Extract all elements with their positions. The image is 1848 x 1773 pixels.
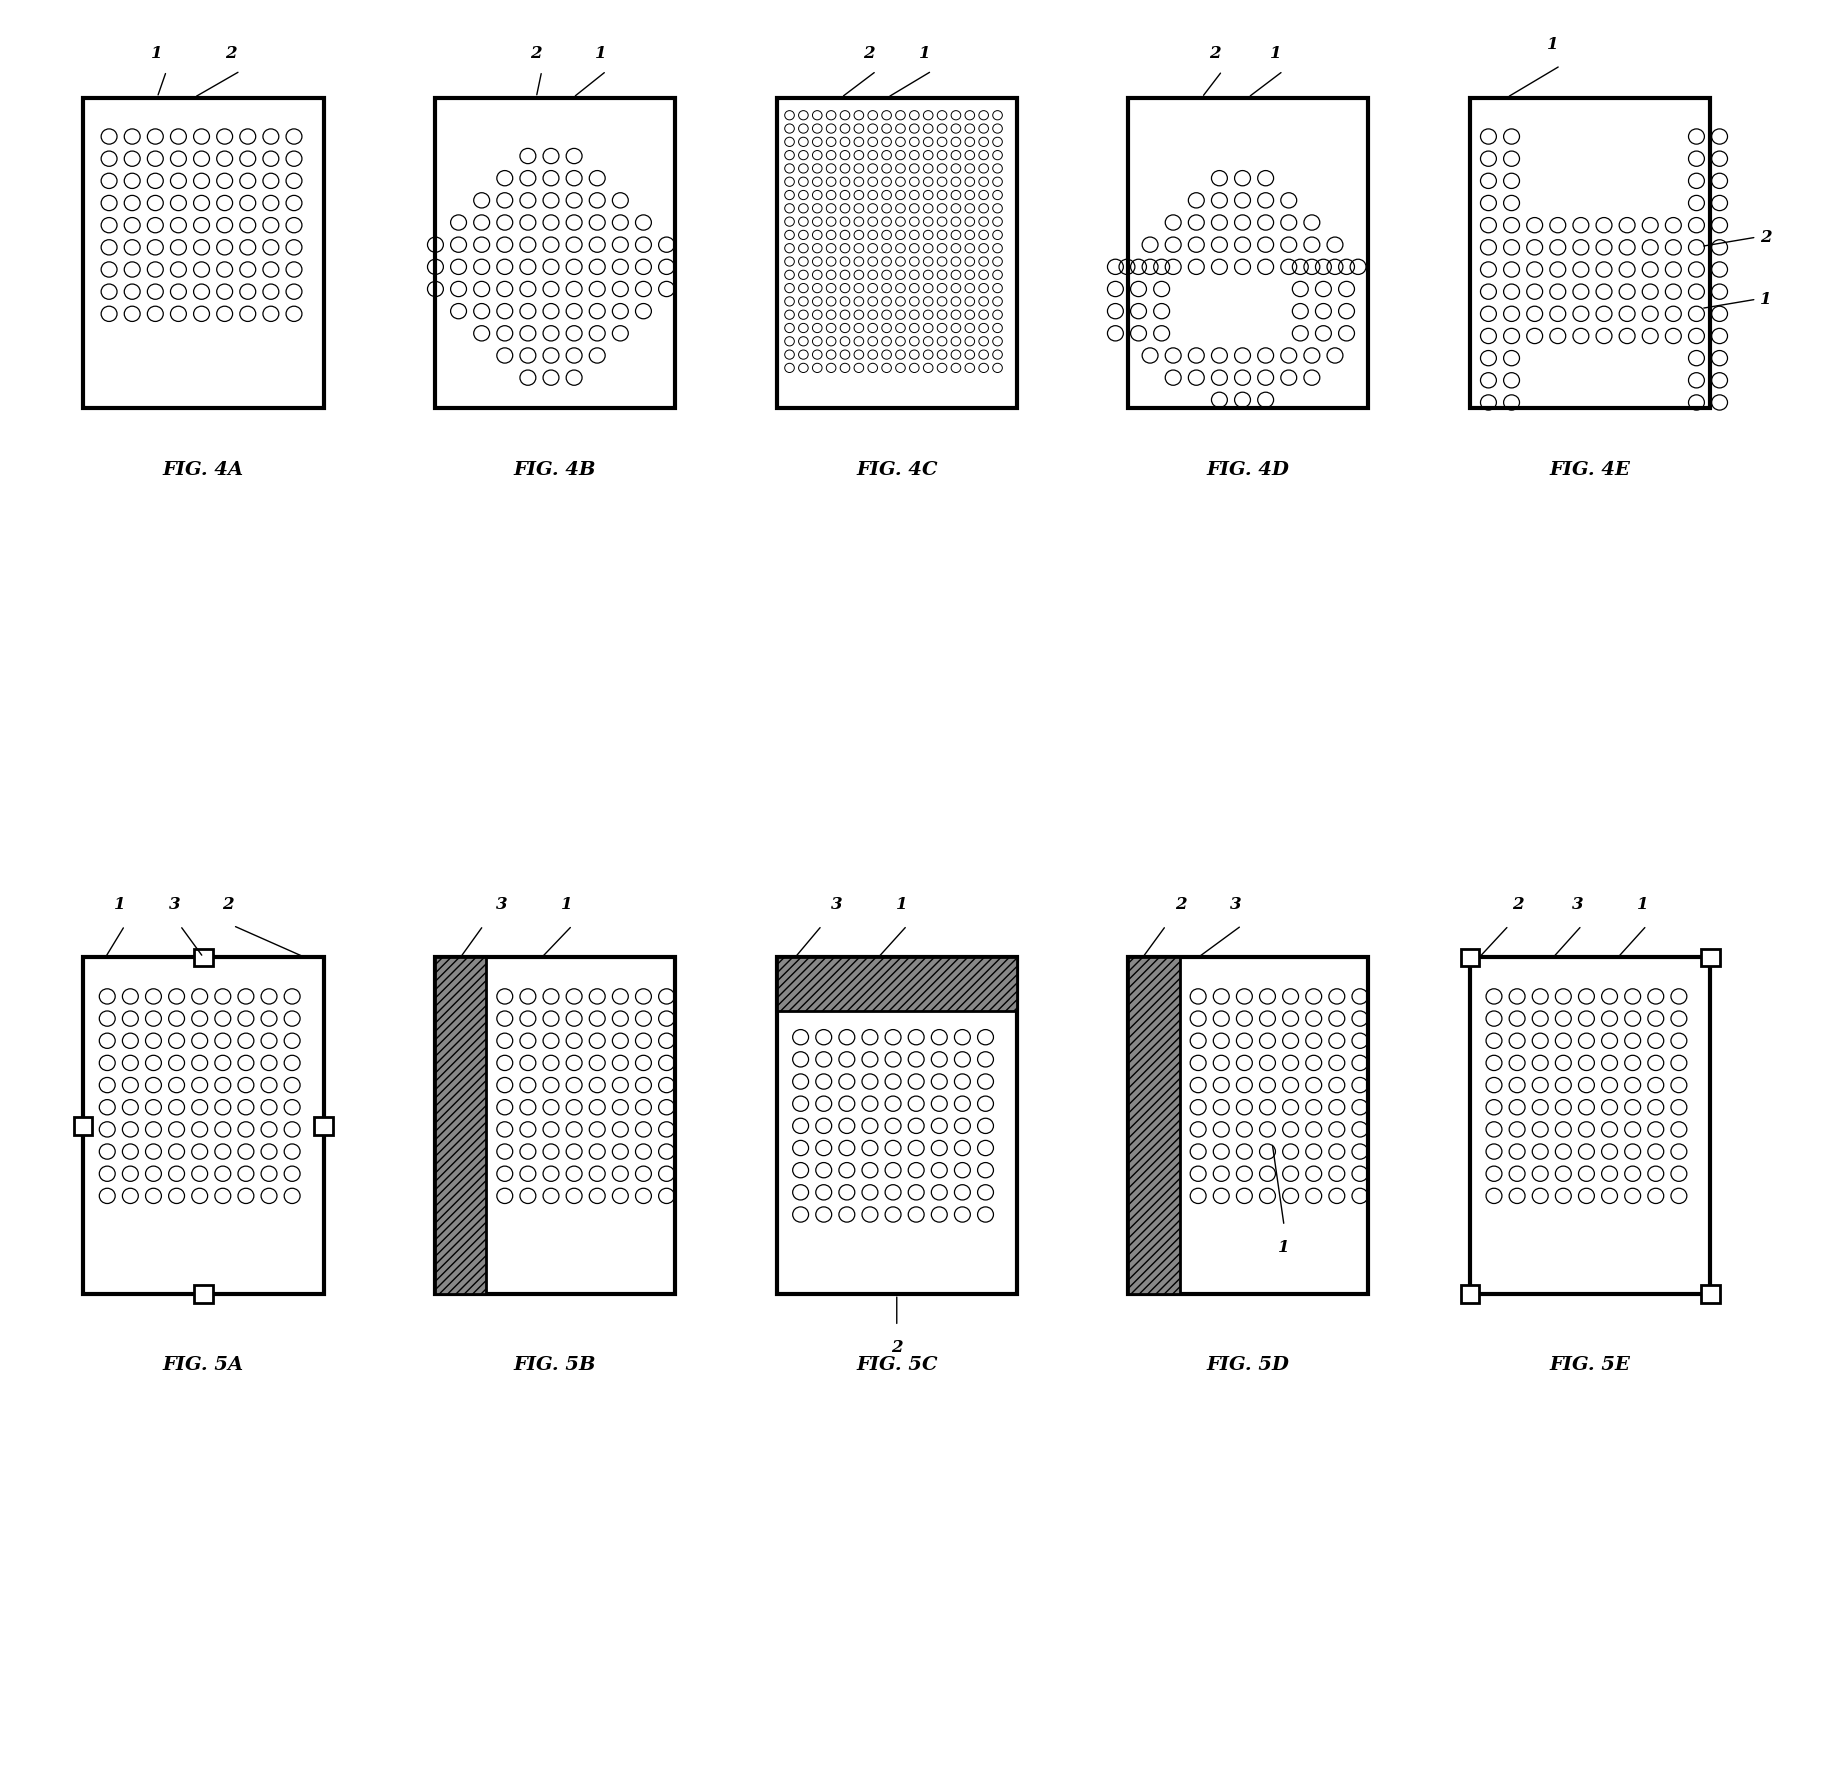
Bar bbox=[1127, 957, 1179, 1294]
Bar bbox=[83, 957, 323, 1294]
Bar bbox=[1460, 949, 1478, 966]
Bar bbox=[1469, 957, 1709, 1294]
Text: FIG. 5D: FIG. 5D bbox=[1207, 1356, 1288, 1374]
Text: 2: 2 bbox=[530, 44, 541, 62]
Bar bbox=[1469, 98, 1709, 408]
Bar bbox=[1460, 1285, 1478, 1303]
Text: 2: 2 bbox=[222, 895, 233, 913]
Text: 2: 2 bbox=[1173, 895, 1186, 913]
Text: 2: 2 bbox=[225, 44, 237, 62]
Bar bbox=[1700, 1285, 1719, 1303]
Text: FIG. 5E: FIG. 5E bbox=[1549, 1356, 1630, 1374]
Bar bbox=[1700, 949, 1719, 966]
Text: 1: 1 bbox=[1635, 895, 1648, 913]
Text: 1: 1 bbox=[1547, 35, 1558, 53]
Text: 1: 1 bbox=[918, 44, 930, 62]
Bar bbox=[74, 1117, 92, 1135]
Bar bbox=[1127, 98, 1368, 408]
Text: 1: 1 bbox=[1270, 44, 1281, 62]
Text: FIG. 4C: FIG. 4C bbox=[856, 461, 937, 479]
Text: 3: 3 bbox=[495, 895, 508, 913]
Text: 3: 3 bbox=[1571, 895, 1584, 913]
Bar bbox=[83, 98, 323, 408]
Text: 1: 1 bbox=[113, 895, 126, 913]
Bar bbox=[776, 957, 1016, 1011]
Text: 1: 1 bbox=[595, 44, 606, 62]
Text: 3: 3 bbox=[168, 895, 181, 913]
Text: FIG. 4B: FIG. 4B bbox=[514, 461, 595, 479]
Text: 1: 1 bbox=[1759, 291, 1770, 309]
Text: 1: 1 bbox=[894, 895, 907, 913]
Bar bbox=[434, 98, 675, 408]
Text: 1: 1 bbox=[152, 44, 163, 62]
Text: 1: 1 bbox=[560, 895, 573, 913]
Bar bbox=[194, 949, 213, 966]
Text: FIG. 5A: FIG. 5A bbox=[163, 1356, 244, 1374]
Text: 2: 2 bbox=[1759, 229, 1770, 246]
Bar bbox=[314, 1117, 333, 1135]
Text: 2: 2 bbox=[1209, 44, 1220, 62]
Text: FIG. 5C: FIG. 5C bbox=[856, 1356, 937, 1374]
Bar bbox=[434, 957, 486, 1294]
Text: FIG. 4A: FIG. 4A bbox=[163, 461, 244, 479]
Text: 3: 3 bbox=[1229, 895, 1242, 913]
Text: 2: 2 bbox=[863, 44, 874, 62]
Text: FIG. 4D: FIG. 4D bbox=[1207, 461, 1288, 479]
Text: 2: 2 bbox=[891, 1339, 902, 1356]
Bar bbox=[776, 957, 1016, 1294]
Text: 2: 2 bbox=[1512, 895, 1523, 913]
Text: 1: 1 bbox=[1277, 1239, 1290, 1255]
Bar bbox=[194, 1285, 213, 1303]
Text: 3: 3 bbox=[830, 895, 843, 913]
Text: FIG. 4E: FIG. 4E bbox=[1549, 461, 1630, 479]
Bar bbox=[434, 957, 675, 1294]
Bar bbox=[776, 98, 1016, 408]
Bar bbox=[1127, 957, 1368, 1294]
Text: FIG. 5B: FIG. 5B bbox=[514, 1356, 595, 1374]
